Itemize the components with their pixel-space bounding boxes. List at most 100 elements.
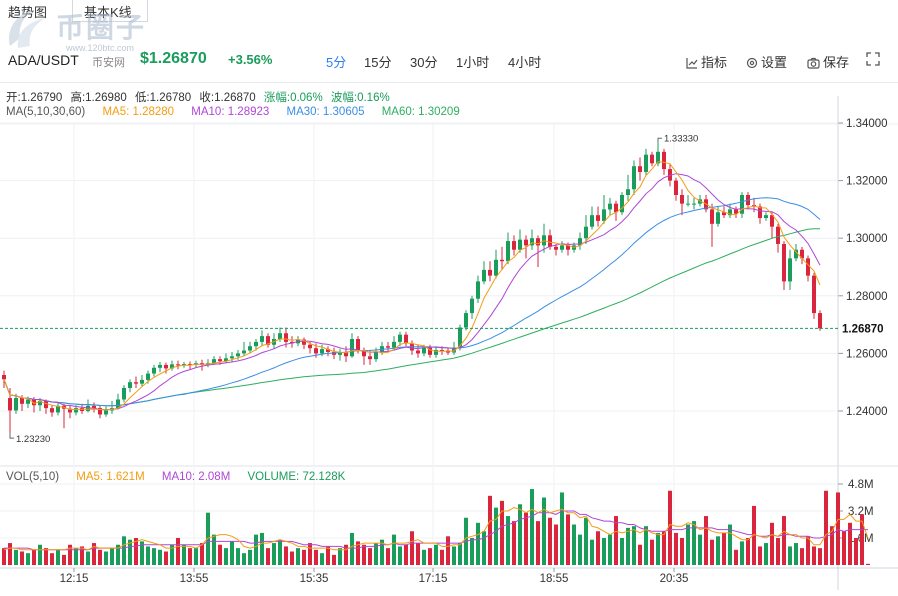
volume-bar <box>266 548 270 565</box>
volume-bar <box>368 548 372 565</box>
volume-bar <box>776 538 780 565</box>
volume-bar <box>218 544 222 565</box>
candle-body <box>518 239 522 250</box>
indicator-button[interactable]: 指标 <box>686 52 727 71</box>
volume-bar <box>452 546 456 565</box>
watermark-swirl-icon <box>9 10 46 48</box>
price-tick-label: 1.24000 <box>846 406 888 418</box>
volume-bar <box>2 548 6 565</box>
candle-body <box>470 298 474 314</box>
volume-bar <box>74 548 78 565</box>
watermark-logo: 币圈子 www.120btc.com <box>4 4 154 56</box>
low-marker-label: 1.23230 <box>16 434 50 445</box>
volume-bar <box>242 553 246 565</box>
volume-bar <box>254 534 258 565</box>
volume-bar <box>434 544 438 565</box>
volume-bar <box>338 548 342 565</box>
volume-bar <box>608 534 612 565</box>
ohlc-open: 开:1.26790 <box>6 92 63 104</box>
volume-bar <box>698 534 702 565</box>
interval-5m[interactable]: 5分 <box>326 55 347 70</box>
volume-bar <box>230 541 234 565</box>
candle-body <box>782 243 786 282</box>
ma-legend: MA(5,10,30,60) MA5: 1.28280 MA10: 1.2892… <box>6 106 474 118</box>
ma30-value: MA30: 1.30605 <box>286 106 365 118</box>
candle-body <box>68 408 72 413</box>
volume-bar <box>656 532 660 565</box>
volume-bar <box>398 546 402 565</box>
interval-30m[interactable]: 30分 <box>410 55 438 70</box>
candle-body <box>560 245 564 250</box>
candle-body <box>722 212 726 216</box>
candle-body <box>608 203 612 210</box>
candle-body <box>188 364 192 366</box>
candle-body <box>818 313 822 329</box>
interval-1h[interactable]: 1小时 <box>456 55 490 70</box>
settings-label: 设置 <box>761 55 788 70</box>
volume-bar <box>470 538 474 565</box>
candle-body <box>182 364 186 366</box>
candle-body <box>74 408 78 413</box>
candle-body <box>812 275 816 314</box>
volume-bar <box>632 526 636 565</box>
candle-body <box>92 405 96 409</box>
candle-body <box>758 206 762 219</box>
volume-bar <box>80 546 84 565</box>
volume-bar <box>746 538 750 565</box>
candle-body <box>392 341 396 348</box>
candle-body <box>170 364 174 369</box>
candle-body <box>656 151 660 164</box>
save-button[interactable]: 保存 <box>807 52 849 71</box>
fullscreen-button[interactable] <box>866 52 883 67</box>
volume-bar <box>686 524 690 565</box>
candle-body <box>278 333 282 339</box>
volume-bar <box>458 543 462 565</box>
time-tick-label: 12:15 <box>60 573 89 585</box>
interval-4h[interactable]: 4小时 <box>508 55 542 70</box>
volume-bar <box>524 512 528 565</box>
volume-bar <box>500 500 504 565</box>
candle-body <box>590 215 594 227</box>
volume-bar <box>818 548 822 565</box>
volume-bar <box>848 522 852 565</box>
volume-bar <box>794 543 798 565</box>
candle-body <box>176 364 180 366</box>
volume-ma5-line <box>3 507 869 551</box>
candle-body <box>806 258 810 276</box>
candle-body <box>428 347 432 355</box>
volume-bar <box>272 543 276 565</box>
time-tick-label: 15:35 <box>300 573 329 585</box>
exchange-source: 币安网 <box>92 57 125 69</box>
volume-bar <box>302 549 306 565</box>
candle-body <box>140 379 144 384</box>
time-tick-label: 17:15 <box>419 573 448 585</box>
candle-body <box>602 209 606 221</box>
candle-body <box>464 313 468 328</box>
volume-bar <box>530 489 534 565</box>
candle-body <box>116 399 120 409</box>
candle-body <box>488 269 492 276</box>
header-divider <box>0 82 898 83</box>
candle-body <box>548 235 552 247</box>
volume-bar <box>212 534 216 565</box>
candle-body <box>764 215 768 219</box>
candle-body <box>266 336 270 345</box>
tab-kline[interactable]: 基本K线 <box>84 5 132 20</box>
candle-body <box>122 387 126 400</box>
volume-bar <box>560 492 564 565</box>
candle-body <box>512 241 516 250</box>
ticker-header: ADA/USDT 币安网 $1.26870 +3.56% 5分 15分 30分 … <box>0 44 898 76</box>
candle-body <box>500 259 504 262</box>
candle-body <box>320 349 324 354</box>
ohlc-amplitude: 波幅:0.16% <box>330 92 390 104</box>
current-price-label: 1.26870 <box>842 323 884 335</box>
settings-button[interactable]: 设置 <box>746 52 787 71</box>
interval-15m[interactable]: 15分 <box>364 55 392 70</box>
candle-body <box>8 398 12 411</box>
ohlc-low: 低:1.26780 <box>134 92 192 104</box>
volume-bar <box>194 548 198 565</box>
volume-bar <box>410 531 414 565</box>
volume-bar <box>86 551 90 565</box>
candle-body <box>584 226 588 239</box>
